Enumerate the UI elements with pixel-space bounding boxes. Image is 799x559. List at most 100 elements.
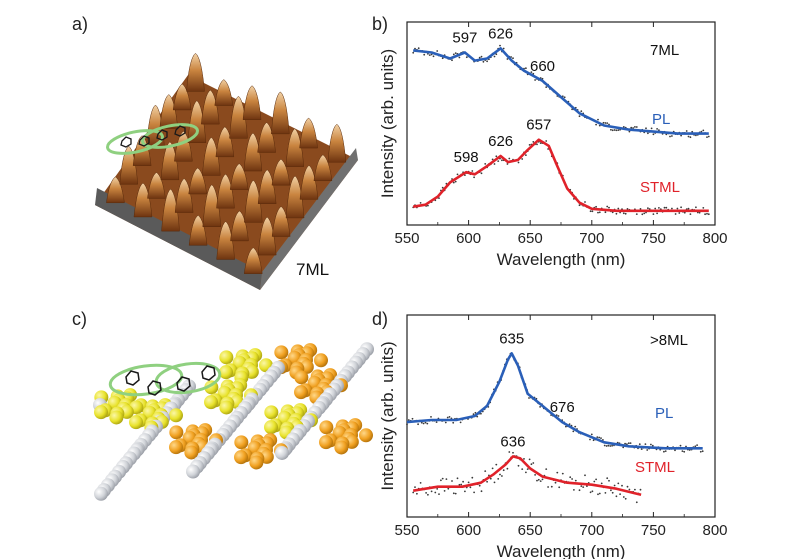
topography-bump <box>106 176 125 204</box>
topography-bump <box>174 178 194 213</box>
raw-data-point <box>493 481 496 484</box>
raw-data-point <box>681 450 684 452</box>
raw-data-point <box>590 433 593 436</box>
raw-data-point <box>598 492 601 495</box>
raw-data-point <box>592 439 595 442</box>
raw-data-point <box>482 60 485 63</box>
atom-sphere <box>264 405 279 420</box>
topography-bump <box>271 158 291 186</box>
raw-data-point <box>502 469 505 472</box>
raw-data-point <box>634 488 636 491</box>
raw-data-point <box>701 450 704 453</box>
raw-data-point <box>446 416 449 419</box>
raw-data-point <box>663 206 666 209</box>
raw-data-point <box>532 462 535 464</box>
raw-data-point <box>580 110 583 113</box>
raw-data-point <box>621 484 623 487</box>
raw-data-point <box>622 212 625 215</box>
peak-label: 597 <box>452 29 477 46</box>
raw-data-point <box>582 486 585 488</box>
atom-sphere <box>219 350 234 365</box>
raw-data-point <box>627 442 630 445</box>
atom-sphere <box>274 345 289 360</box>
raw-data-point <box>610 128 612 131</box>
raw-data-point <box>521 158 524 160</box>
image-thickness-label: 7ML <box>296 260 329 279</box>
raw-data-point <box>414 486 416 488</box>
raw-data-point <box>615 129 618 132</box>
raw-data-point <box>698 211 701 214</box>
raw-data-point <box>493 55 496 58</box>
raw-data-point <box>663 450 665 453</box>
raw-data-point <box>467 481 470 484</box>
topography-bump <box>327 123 347 163</box>
raw-data-point <box>628 488 631 491</box>
raw-data-point <box>606 477 609 480</box>
raw-data-point <box>491 467 494 470</box>
raw-data-point <box>497 478 500 480</box>
raw-data-point <box>447 487 450 490</box>
raw-data-point <box>596 436 599 438</box>
raw-data-point <box>607 444 610 447</box>
raw-data-point <box>568 423 571 425</box>
raw-data-point <box>525 471 527 474</box>
raw-data-point <box>572 430 575 433</box>
topography-bump <box>160 141 180 181</box>
topography-bump <box>285 128 305 167</box>
raw-data-point <box>597 118 599 121</box>
raw-data-point <box>578 115 581 118</box>
raw-data-point <box>624 442 626 445</box>
raw-data-point <box>412 491 415 494</box>
raw-data-point <box>654 207 657 210</box>
raw-data-point <box>622 446 625 449</box>
topography-bump <box>229 163 249 190</box>
raw-data-point <box>530 71 533 73</box>
raw-data-point <box>508 157 511 160</box>
topography-bump <box>159 94 179 129</box>
raw-data-point <box>558 486 561 489</box>
raw-data-point <box>694 445 697 448</box>
series-label-stml: STML <box>635 459 675 476</box>
topography-bump <box>271 91 290 135</box>
raw-data-point <box>685 445 687 448</box>
thickness-annotation: >8ML <box>650 332 688 349</box>
raw-data-point <box>416 492 418 495</box>
topography-bump <box>186 53 205 92</box>
raw-data-point <box>604 211 607 214</box>
raw-data-point <box>506 467 509 470</box>
raw-data-point <box>473 176 475 179</box>
raw-data-point <box>656 212 658 215</box>
atom-sphere <box>358 428 373 443</box>
topography-bump <box>299 117 318 149</box>
raw-data-point <box>695 134 697 137</box>
x-tick-label: 650 <box>518 522 543 539</box>
raw-data-point <box>528 144 531 146</box>
topography-bump <box>188 214 208 246</box>
raw-data-point <box>598 124 601 127</box>
raw-data-point <box>616 441 619 444</box>
raw-data-point <box>495 53 498 56</box>
atom-sphere <box>204 395 219 410</box>
raw-data-point <box>427 204 429 207</box>
atom-sphere <box>186 464 200 479</box>
raw-data-point <box>474 411 477 414</box>
raw-data-point <box>440 479 442 482</box>
series-line-pl <box>413 47 709 135</box>
raw-data-point <box>464 490 466 493</box>
raw-data-point <box>460 483 463 486</box>
x-tick-label: 550 <box>394 230 419 247</box>
raw-data-point <box>462 480 464 483</box>
raw-data-point <box>508 451 511 453</box>
atom-sphere <box>294 370 309 385</box>
topography-bump <box>216 173 235 209</box>
molecular-model <box>93 342 374 501</box>
raw-data-point <box>609 445 612 447</box>
raw-data-point <box>617 129 620 132</box>
raw-data-point <box>707 135 710 138</box>
peak-label: 635 <box>499 330 524 347</box>
raw-data-point <box>484 163 487 165</box>
raw-data-point <box>658 129 660 132</box>
raw-data-point <box>502 47 505 50</box>
series-label-stml: STML <box>640 179 680 196</box>
raw-data-point <box>436 488 439 490</box>
